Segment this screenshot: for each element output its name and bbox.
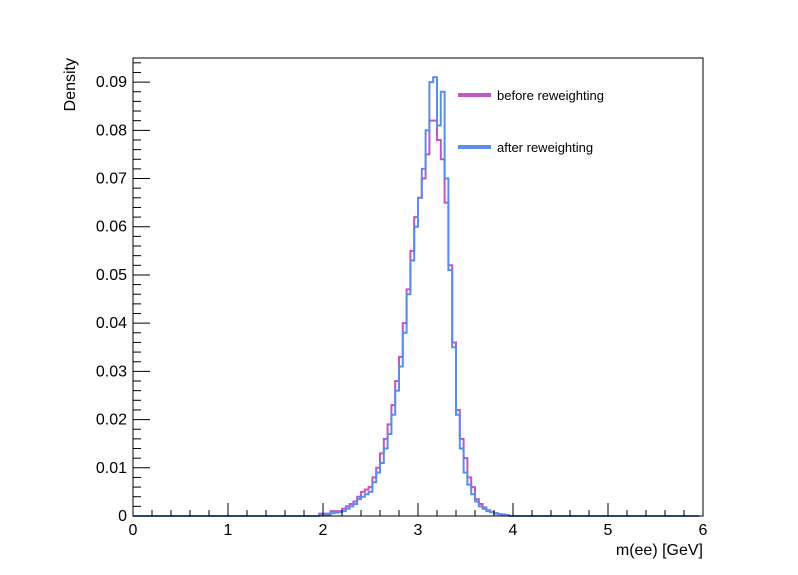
x-tick-label: 1 [224,522,233,539]
x-tick-label: 3 [414,522,423,539]
x-tick-label: 4 [509,522,518,539]
y-tick-label: 0.04 [96,315,127,332]
legend: before reweighting after reweighting [458,88,604,155]
legend-label-before-reweighting: before reweighting [497,88,604,103]
y-tick-label: 0 [118,508,127,525]
axis-layer: 0 1 2 3 4 5 6 0 0.01 0.02 0.03 0.04 0.05 0.06 0.07 0.08… [96,62,708,539]
x-tick-label: 2 [319,522,328,539]
y-axis-title: Density [62,58,79,111]
y-tick-label: 0.08 [96,122,127,139]
y-tick-label: 0.02 [96,412,127,429]
y-tick-label: 0.09 [96,74,127,91]
legend-label-after-reweighting: after reweighting [497,140,593,155]
y-tick-label: 0.01 [96,460,127,477]
x-tick-label: 5 [604,522,613,539]
x-tick-label: 0 [129,522,138,539]
y-tick-label: 0.05 [96,267,127,284]
x-tick-label: 6 [699,522,708,539]
y-tick-label: 0.03 [96,363,127,380]
y-tick-label: 0.07 [96,171,127,188]
x-axis-title: m(ee) [GeV] [616,542,703,559]
y-tick-label: 0.06 [96,219,127,236]
